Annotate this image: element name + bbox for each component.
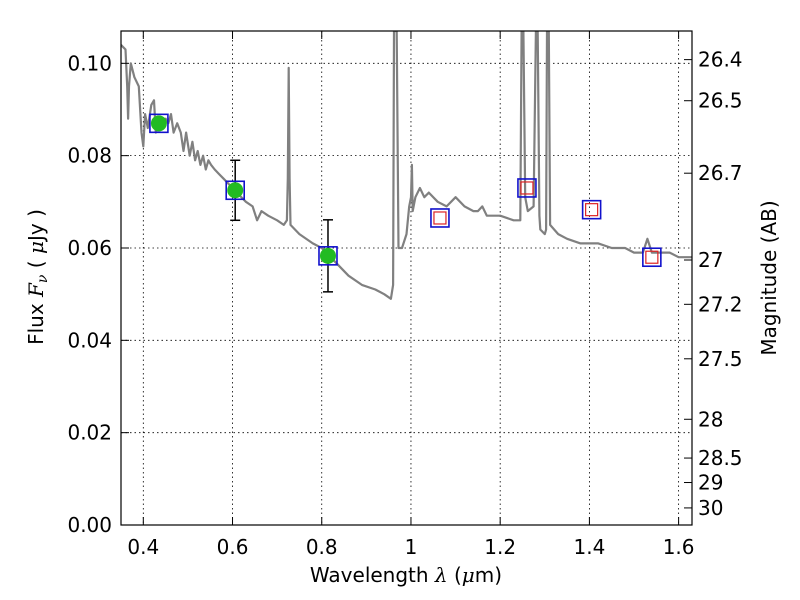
- x-tick-label: 0.4: [127, 535, 159, 559]
- y-tick-label: 0.00: [67, 513, 112, 537]
- sed-curve: [121, 31, 692, 300]
- model-photometry-inner-square: [585, 203, 599, 217]
- sed-curve-layer: [121, 31, 692, 300]
- y2-tick-label: 26.5: [698, 89, 743, 113]
- y2-tick-label: 27.5: [698, 347, 743, 371]
- model-photometry-square: [517, 178, 537, 198]
- model-photometry-inner-square: [433, 211, 447, 225]
- y2-tick-label: 28: [698, 407, 723, 431]
- y2-axis-label: Magnitude (AB): [757, 200, 781, 355]
- y2-tick-label: 27: [698, 248, 723, 272]
- y2-tick-label: 26.7: [698, 161, 743, 185]
- y2-tick-label: 30: [698, 496, 723, 520]
- model-photometry-square: [430, 208, 450, 228]
- y-tick-label: 0.06: [67, 236, 112, 260]
- y-tick-label: 0.08: [67, 144, 112, 168]
- observed-flux-point: [227, 182, 244, 199]
- x-tick-label: 1.6: [663, 535, 695, 559]
- x-tick-label: 1.4: [573, 535, 605, 559]
- y-tick-label: 0.10: [67, 51, 112, 75]
- y2-tick-label: 27.2: [698, 292, 743, 316]
- x-tick-label: 0.8: [306, 535, 338, 559]
- y-tick-label: 0.04: [67, 328, 112, 352]
- model-photometry-inner-square: [645, 250, 659, 264]
- y2-tick-label: 29: [698, 471, 723, 495]
- model-photometry-square: [642, 247, 662, 268]
- model-photometry-square: [318, 246, 338, 266]
- observed-flux-point: [150, 115, 167, 132]
- axis-ticks: [121, 31, 692, 526]
- x-tick-label: 1: [405, 535, 418, 559]
- photometry-markers: [149, 113, 662, 293]
- tick-labels: 0.4 0.6 0.8 1 1.2 1.4 1.6 0.00 0.02 0.04 0.06 0.08 0…: [67, 48, 742, 559]
- model-photometry-square: [581, 199, 602, 220]
- x-axis-label: Wavelength λ (μm): [310, 563, 502, 587]
- model-photometry-inner-square: [520, 181, 534, 195]
- y2-tick-label: 28.5: [698, 446, 743, 470]
- y2-tick-label: 26.4: [698, 48, 743, 72]
- x-tick-label: 0.6: [217, 535, 249, 559]
- x-tick-label: 1.2: [484, 535, 516, 559]
- grid-lines: [121, 31, 692, 526]
- plot-frame: [120, 30, 693, 526]
- y-axis-label: Flux Fν ( μJy ): [24, 209, 51, 345]
- y-tick-label: 0.02: [67, 421, 112, 445]
- model-photometry-square: [225, 180, 245, 201]
- model-photometry-square: [149, 113, 169, 134]
- observed-flux-point: [319, 247, 336, 264]
